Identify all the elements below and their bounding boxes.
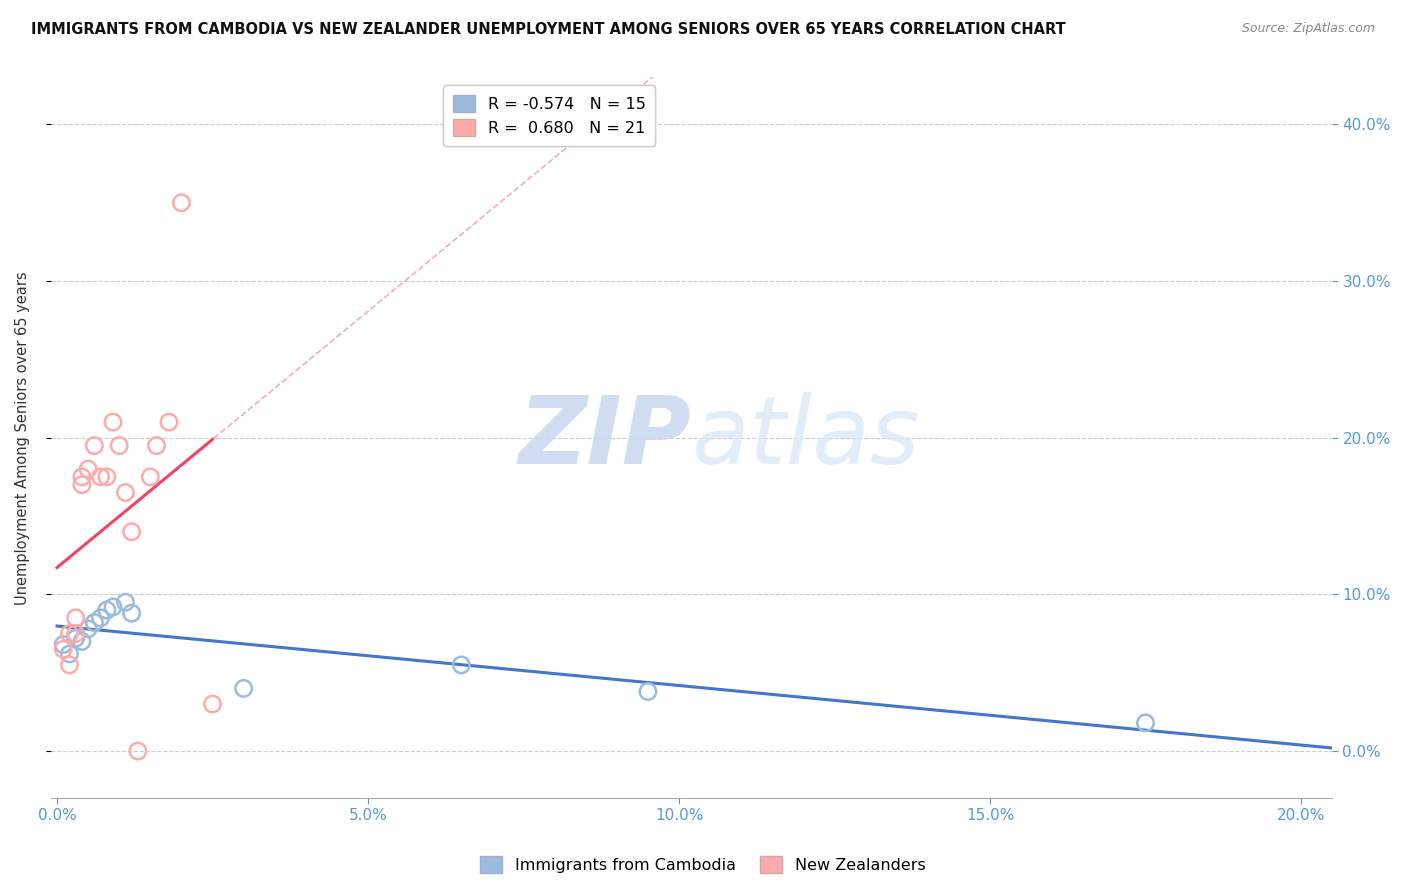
Point [450, 657, 472, 672]
Point [58, 657, 80, 672]
Legend: Immigrants from Cambodia, New Zealanders: Immigrants from Cambodia, New Zealanders [474, 849, 932, 880]
Point [637, 684, 659, 698]
Point [121, 524, 143, 539]
Text: ZIP: ZIP [519, 392, 692, 483]
Point [70, 477, 93, 491]
Point [139, 470, 162, 484]
Text: Source: ZipAtlas.com: Source: ZipAtlas.com [1241, 22, 1375, 36]
Point [83, 615, 105, 630]
Point [114, 595, 136, 609]
Point [157, 415, 180, 429]
Point [201, 697, 224, 711]
Point [108, 439, 131, 453]
Text: IMMIGRANTS FROM CAMBODIA VS NEW ZEALANDER UNEMPLOYMENT AMONG SENIORS OVER 65 YEA: IMMIGRANTS FROM CAMBODIA VS NEW ZEALANDE… [31, 22, 1066, 37]
Legend: R = -0.574   N = 15, R =  0.680   N = 21: R = -0.574 N = 15, R = 0.680 N = 21 [443, 86, 655, 145]
Point [65, 632, 87, 646]
Point [127, 744, 149, 758]
Point [101, 599, 124, 614]
Point [77, 622, 100, 636]
Point [65, 611, 87, 625]
Point [90, 611, 112, 625]
Point [101, 415, 124, 429]
Point [114, 485, 136, 500]
Point [96, 603, 118, 617]
Point [232, 681, 254, 696]
Point [52, 638, 75, 652]
Point [170, 195, 193, 210]
Point [121, 606, 143, 620]
Point [145, 439, 167, 453]
Point [70, 634, 93, 648]
Point [52, 642, 75, 657]
Point [65, 626, 87, 640]
Point [58, 626, 80, 640]
Point [1135, 715, 1157, 730]
Point [77, 462, 100, 476]
Point [58, 647, 80, 661]
Point [70, 470, 93, 484]
Text: atlas: atlas [692, 392, 920, 483]
Point [83, 439, 105, 453]
Point [90, 470, 112, 484]
Point [96, 470, 118, 484]
Y-axis label: Unemployment Among Seniors over 65 years: Unemployment Among Seniors over 65 years [15, 271, 30, 605]
